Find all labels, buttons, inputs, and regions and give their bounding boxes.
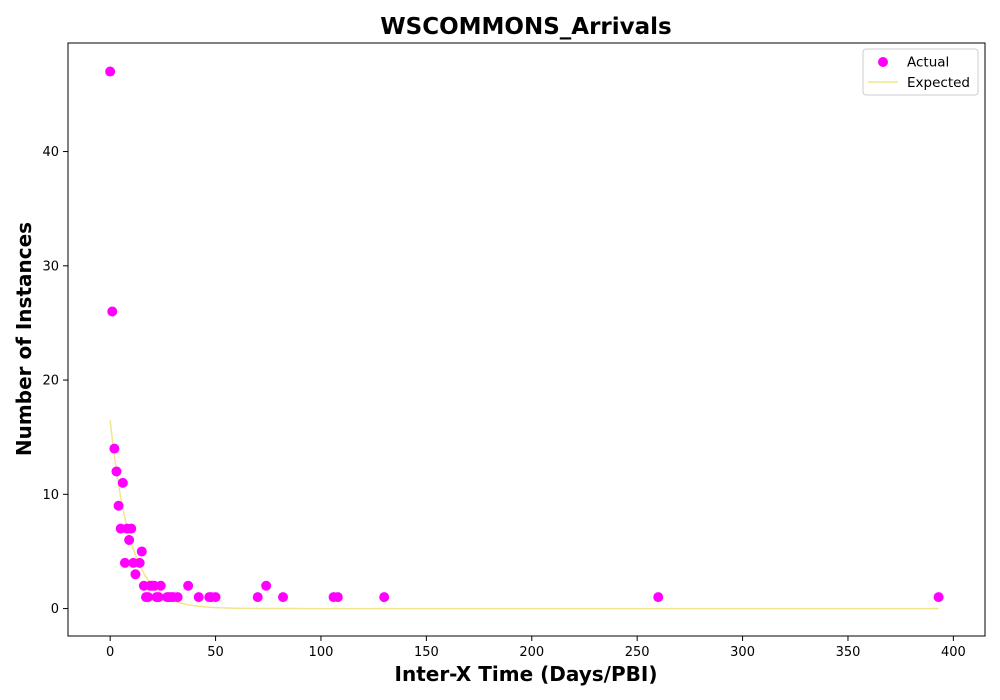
actual-point [183,580,194,591]
actual-point [136,546,147,557]
legend: Actual Expected [862,48,979,96]
actual-point [155,580,166,591]
actual-point [143,592,154,603]
expected-curve [109,419,939,610]
x-tick-label: 400 [941,645,966,660]
plot-area [105,66,944,610]
actual-point [153,592,164,603]
legend-expected-label: Expected [907,75,970,91]
actual-point [278,592,289,603]
actual-point [210,592,221,603]
actual-point [117,477,128,488]
x-tick-label: 150 [414,645,439,660]
actual-point [105,66,116,77]
legend-actual-marker [878,57,888,67]
actual-point [124,535,135,546]
x-tick-label: 100 [309,645,334,660]
actual-point [261,580,272,591]
actual-point [119,557,130,568]
x-tick-label: 350 [836,645,861,660]
x-tick-label: 200 [519,645,544,660]
actual-point [252,592,263,603]
x-axis-label: Inter-X Time (Days/PBI) [395,662,658,686]
legend-box [862,48,979,96]
y-tick-label: 20 [42,374,59,389]
actual-point [193,592,204,603]
actual-point [109,443,120,454]
actual-point [379,592,390,603]
y-tick-label: 0 [51,602,59,617]
x-tick-label: 0 [106,645,114,660]
actual-point [933,592,944,603]
chart-title: WSCOMMONS_Arrivals [380,14,671,40]
actual-point [126,523,137,534]
y-tick-label: 40 [42,145,59,160]
x-tick-label: 300 [730,645,755,660]
y-tick-label: 30 [42,259,59,274]
actual-point [113,500,124,511]
actual-point [111,466,122,477]
y-tick-label: 10 [42,488,59,503]
axes-frame [67,42,986,637]
y-axis-label: Number of Instances [12,222,36,456]
actual-point [653,592,664,603]
x-tick-label: 50 [207,645,224,660]
actual-point [134,557,145,568]
actual-point [130,569,141,580]
x-tick-label: 250 [625,645,650,660]
axes: 0 50 100 150 200 250 300 350 400 0 10 20 30 40 [42,42,986,660]
actual-point [107,306,118,317]
actual-point [332,592,343,603]
legend-actual-label: Actual [907,55,949,71]
actual-point [172,592,183,603]
